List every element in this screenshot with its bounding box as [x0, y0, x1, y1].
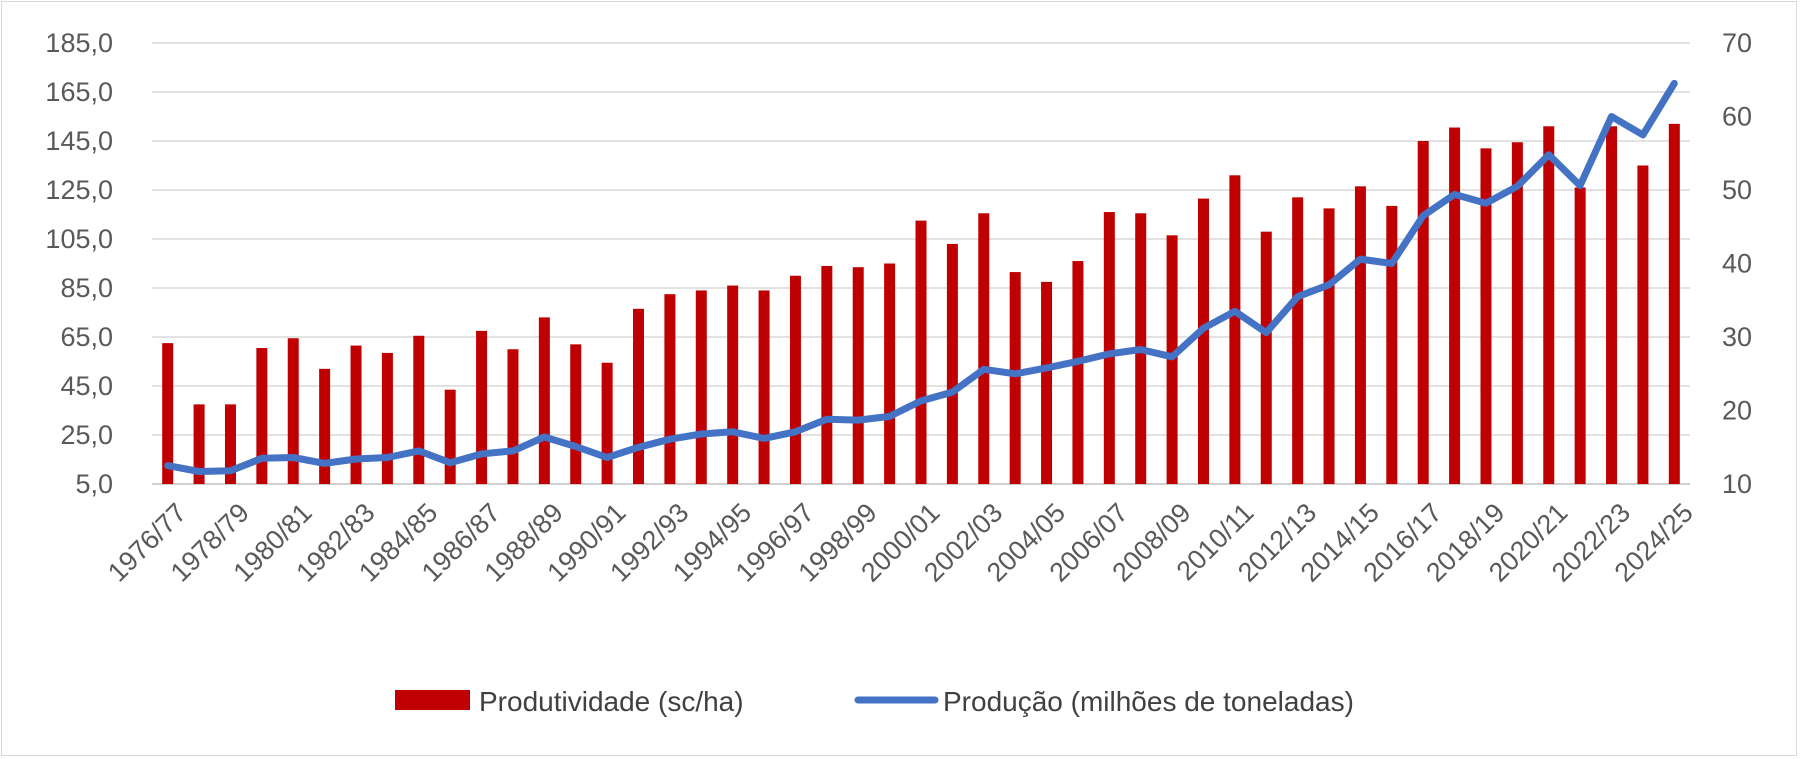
bar [381, 352, 393, 484]
bar [1103, 212, 1115, 485]
left-axis-tick-label: 165,0 [45, 77, 113, 107]
bar [1260, 231, 1272, 484]
bar [350, 345, 362, 484]
right-axis-tick-label: 10 [1722, 469, 1752, 499]
line-series-producao [164, 79, 1678, 475]
left-axis-tick-label: 45,0 [60, 371, 113, 401]
left-axis-ticks: 185,0 165,0 145,0 125,0 105,0 85,0 65,0 45,0 25,… [45, 28, 113, 499]
bar [1417, 141, 1429, 484]
legend: Produtividade (sc/ha) Produção (milhões … [395, 686, 1354, 717]
bar [1511, 142, 1523, 484]
bar [1637, 165, 1649, 484]
right-axis-tick-label: 70 [1722, 28, 1752, 58]
bar [224, 404, 236, 484]
legend-label-produtividade: Produtividade (sc/ha) [479, 686, 744, 717]
bar [1386, 205, 1398, 485]
legend-swatch-produtividade [395, 690, 470, 710]
bar [1009, 272, 1021, 484]
bar [758, 290, 770, 484]
bar [978, 213, 990, 484]
bar [1574, 187, 1586, 485]
bar [1072, 261, 1084, 484]
bar [1323, 208, 1335, 484]
left-axis-tick-label: 5,0 [75, 469, 113, 499]
bar [633, 308, 645, 484]
bar [1449, 127, 1461, 485]
bar [193, 404, 205, 484]
right-axis-tick-label: 30 [1722, 322, 1752, 352]
left-axis-tick-label: 85,0 [60, 273, 113, 303]
bar [413, 335, 425, 484]
left-axis-tick-label: 65,0 [60, 322, 113, 352]
left-axis-tick-label: 105,0 [45, 224, 113, 254]
bar [1480, 148, 1492, 484]
bar [1354, 186, 1366, 484]
bar [884, 263, 896, 484]
bar [1606, 126, 1618, 485]
bar [727, 285, 739, 484]
left-axis-tick-label: 25,0 [60, 420, 113, 450]
bar [1197, 198, 1209, 484]
right-axis-tick-label: 50 [1722, 175, 1752, 205]
right-axis-tick-label: 20 [1722, 396, 1752, 426]
bar [507, 349, 519, 484]
legend-label-producao: Produção (milhões de toneladas) [943, 686, 1354, 717]
bar [1229, 175, 1241, 485]
left-axis-tick-label: 145,0 [45, 126, 113, 156]
left-axis-tick-label: 125,0 [45, 175, 113, 205]
bar [256, 348, 268, 484]
bar [476, 330, 488, 484]
bar [1292, 197, 1304, 484]
bar [570, 344, 582, 484]
bar-series-produtividade [162, 123, 1680, 485]
bar [162, 343, 174, 484]
bar [946, 243, 958, 484]
bar [444, 389, 456, 484]
bar [1041, 281, 1053, 484]
bar [1543, 126, 1555, 485]
right-axis-tick-label: 40 [1722, 249, 1752, 279]
bar [1668, 123, 1680, 484]
right-axis-ticks: 70 60 50 40 30 20 10 [1722, 28, 1752, 499]
bar [664, 294, 676, 484]
bar [601, 362, 613, 484]
bar [319, 368, 331, 484]
right-axis-tick-label: 60 [1722, 102, 1752, 132]
bar [287, 338, 299, 484]
bar [538, 317, 550, 484]
producao-line [164, 79, 1678, 475]
left-axis-tick-label: 185,0 [45, 28, 113, 58]
bar [852, 267, 864, 484]
bar [789, 275, 801, 484]
bar [821, 265, 833, 484]
x-axis-ticks: 1976/771978/791980/811982/831984/851986/… [102, 497, 1699, 587]
bar [695, 290, 707, 484]
bar [915, 220, 927, 484]
